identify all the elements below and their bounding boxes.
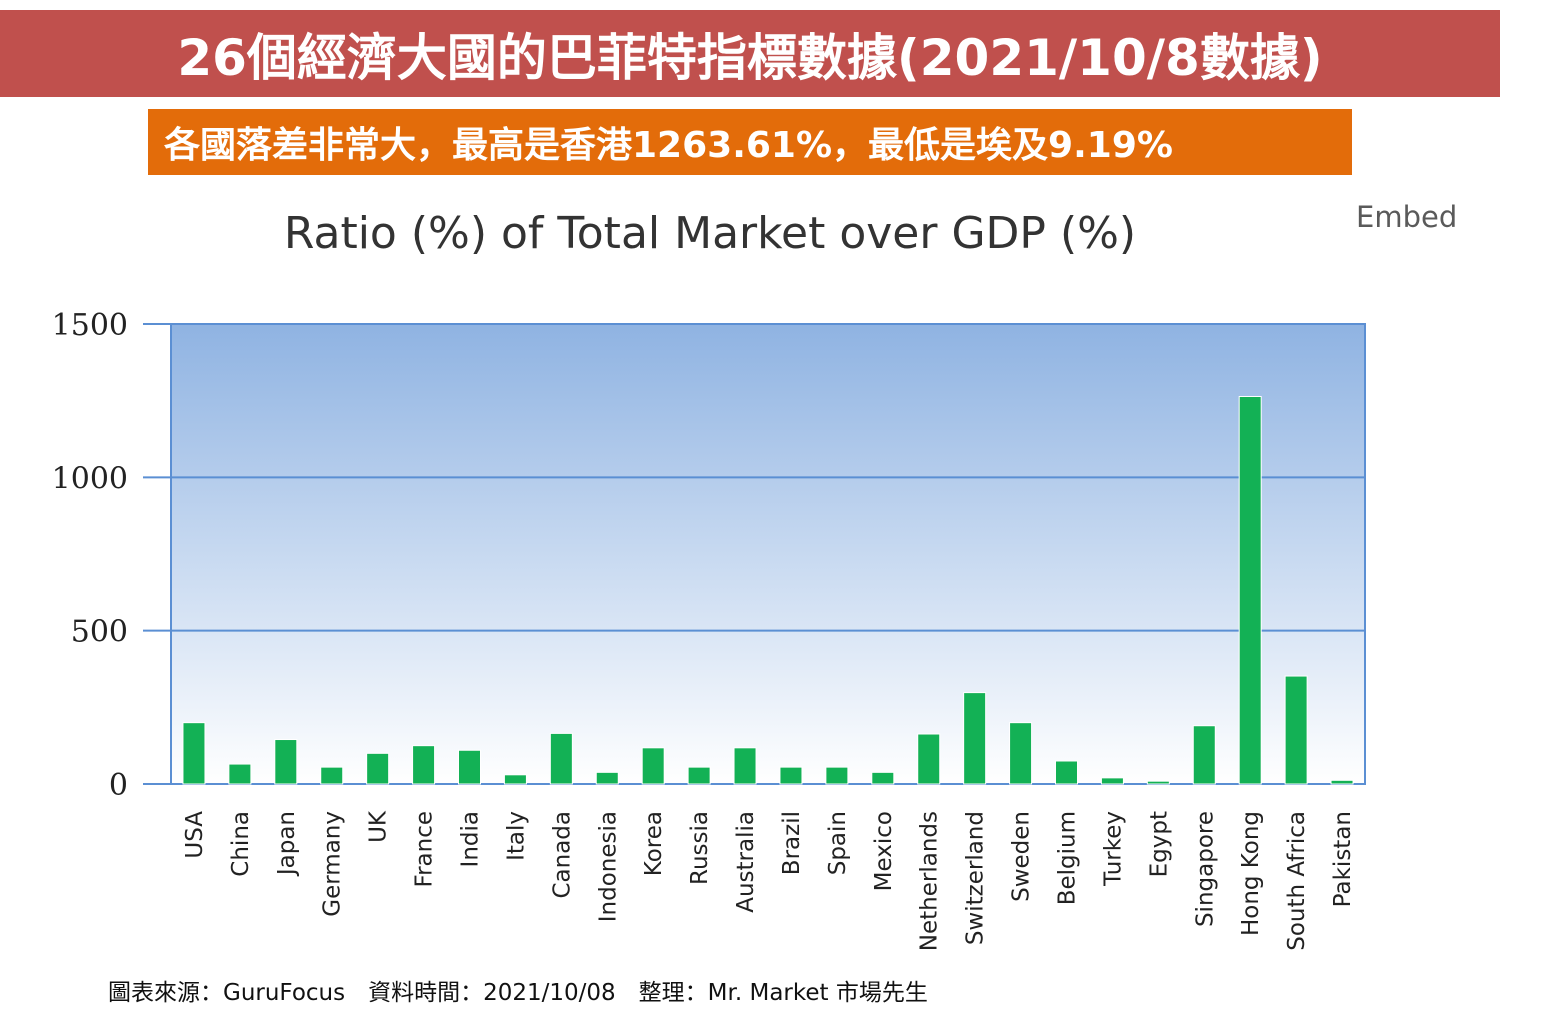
- x-tick-label: Mexico: [871, 811, 897, 891]
- bar-china[interactable]: [228, 763, 252, 785]
- y-tick-label: 1500: [52, 308, 128, 343]
- bar-belgium[interactable]: [1055, 760, 1078, 785]
- x-tick-label: Korea: [641, 811, 667, 876]
- x-tick-label: Brazil: [779, 811, 805, 875]
- bar-russia[interactable]: [687, 766, 711, 785]
- x-tick-label: USA: [182, 811, 208, 859]
- x-tick-label: China: [228, 811, 254, 877]
- bar-pakistan[interactable]: [1330, 779, 1354, 785]
- x-tick-label: Germany: [320, 811, 346, 917]
- x-tick-label: France: [412, 811, 438, 887]
- x-tick-label: Egypt: [1146, 811, 1172, 877]
- chart-title: Ratio (%) of Total Market over GDP (%): [284, 208, 1136, 259]
- x-tick-label: Turkey: [1100, 811, 1126, 887]
- y-tick-label: 1000: [52, 461, 128, 496]
- header-banner: 26個經濟大國的巴菲特指標數據(2021/10/8數據): [0, 10, 1500, 97]
- bar-korea[interactable]: [641, 747, 665, 785]
- bar-india[interactable]: [458, 749, 481, 785]
- bar-sweden[interactable]: [1009, 722, 1033, 785]
- bar-usa[interactable]: [182, 722, 206, 785]
- x-tick-label: Netherlands: [917, 811, 943, 951]
- bar-hong-kong[interactable]: [1238, 395, 1262, 785]
- x-tick-label: UK: [366, 810, 392, 843]
- y-axis-ticks: 0 500 1000 1500: [52, 308, 128, 803]
- x-tick-label: Singapore: [1192, 811, 1218, 927]
- bar-switzerland[interactable]: [963, 692, 987, 785]
- subheader-banner: 各國落差非常大，最高是香港1263.61%，最低是埃及9.19%: [148, 109, 1352, 175]
- x-tick-label: South Africa: [1284, 811, 1310, 951]
- bar-turkey[interactable]: [1100, 777, 1124, 785]
- source-note: 圖表來源：GuruFocus 資料時間：2021/10/08 整理：Mr. Ma…: [108, 980, 928, 1006]
- x-axis-labels: USA China Japan Germany UK France India Italy Ca…: [182, 810, 1356, 951]
- bars: [182, 395, 1354, 785]
- bar-canada[interactable]: [549, 732, 573, 785]
- bar-italy[interactable]: [503, 774, 527, 785]
- bar-uk[interactable]: [366, 752, 390, 785]
- x-tick-label: Spain: [825, 811, 851, 875]
- bar-netherlands[interactable]: [917, 733, 941, 785]
- x-tick-label: Indonesia: [595, 811, 621, 922]
- x-tick-label: Switzerland: [963, 811, 989, 945]
- bar-australia[interactable]: [733, 747, 757, 785]
- y-tick-label: 0: [109, 768, 128, 803]
- bar-japan[interactable]: [274, 739, 298, 785]
- page-title: 26個經濟大國的巴菲特指標數據(2021/10/8數據): [177, 28, 1323, 87]
- embed-link[interactable]: Embed: [1356, 200, 1458, 234]
- x-tick-label: Italy: [503, 811, 529, 861]
- bar-south-africa[interactable]: [1284, 675, 1308, 785]
- x-tick-label: Sweden: [1009, 811, 1035, 902]
- x-tick-label: Japan: [274, 811, 300, 877]
- bar-france[interactable]: [412, 745, 436, 785]
- x-tick-label: Canada: [549, 811, 575, 899]
- bar-mexico[interactable]: [871, 771, 895, 785]
- x-tick-label: India: [458, 811, 484, 867]
- bar-indonesia[interactable]: [595, 771, 619, 785]
- x-tick-label: Pakistan: [1330, 811, 1356, 907]
- x-tick-label: Australia: [733, 811, 759, 913]
- y-tick-label: 500: [71, 615, 128, 650]
- plot-area: [170, 323, 1366, 785]
- bar-brazil[interactable]: [779, 766, 803, 785]
- bar-egypt[interactable]: [1146, 780, 1170, 785]
- page-subtitle: 各國落差非常大，最高是香港1263.61%，最低是埃及9.19%: [164, 125, 1173, 166]
- x-tick-label: Hong Kong: [1238, 811, 1264, 936]
- bar-spain[interactable]: [825, 766, 849, 785]
- bar-singapore[interactable]: [1192, 725, 1216, 785]
- x-tick-label: Russia: [687, 811, 713, 885]
- bar-germany[interactable]: [320, 766, 344, 785]
- x-tick-label: Belgium: [1055, 811, 1081, 905]
